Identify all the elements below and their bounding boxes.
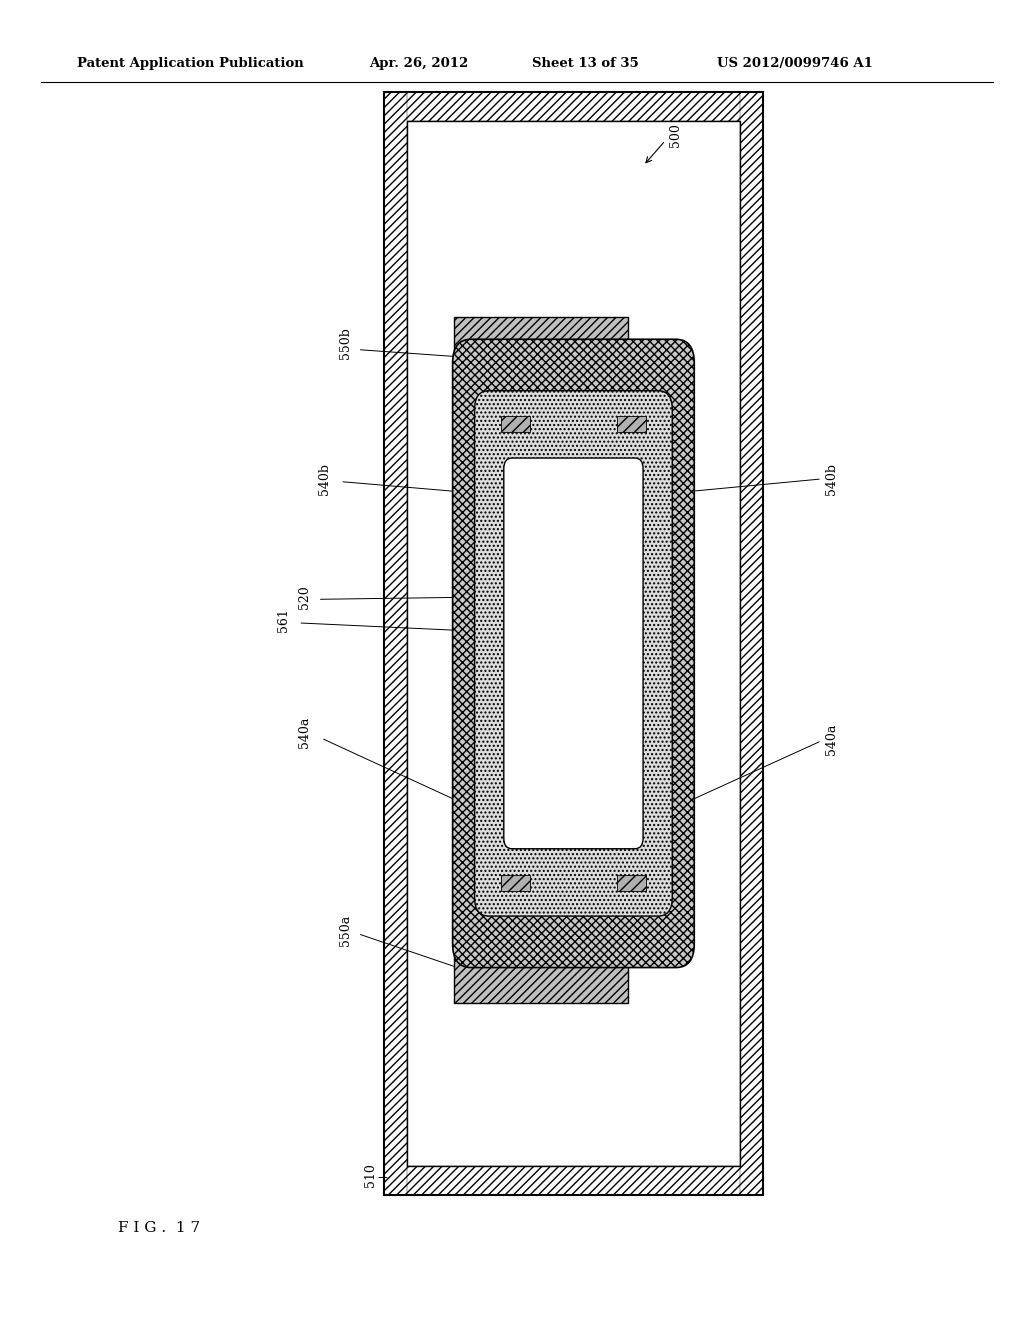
Text: 540a: 540a [825, 723, 838, 755]
Text: 510: 510 [365, 1163, 377, 1187]
Text: 500: 500 [670, 123, 682, 147]
Bar [502, 416, 530, 432]
Bar [616, 875, 646, 891]
Text: 540a: 540a [298, 717, 310, 748]
Text: 520: 520 [298, 585, 310, 609]
Text: US 2012/0099746 A1: US 2012/0099746 A1 [717, 57, 872, 70]
Bar [384, 1166, 763, 1195]
Bar [502, 875, 530, 891]
Bar [384, 92, 763, 121]
Text: Patent Application Publication: Patent Application Publication [77, 57, 303, 70]
Text: F I G .  1 7: F I G . 1 7 [118, 1221, 200, 1234]
Text: 550a: 550a [339, 915, 351, 946]
Bar [407, 121, 740, 1166]
Text: Sheet 13 of 35: Sheet 13 of 35 [532, 57, 639, 70]
Text: 550b: 550b [339, 327, 351, 359]
FancyBboxPatch shape [453, 339, 694, 968]
Text: Apr. 26, 2012: Apr. 26, 2012 [369, 57, 468, 70]
Text: 561: 561 [278, 609, 290, 632]
FancyBboxPatch shape [475, 391, 673, 916]
Bar [384, 92, 763, 1195]
Text: 540b: 540b [825, 463, 838, 495]
Bar [454, 937, 628, 1003]
Bar [454, 317, 628, 383]
FancyBboxPatch shape [504, 458, 643, 849]
Bar [384, 92, 407, 1195]
Bar [616, 416, 646, 432]
Text: 540b: 540b [318, 463, 331, 495]
Bar [740, 92, 763, 1195]
Bar [407, 121, 740, 1166]
